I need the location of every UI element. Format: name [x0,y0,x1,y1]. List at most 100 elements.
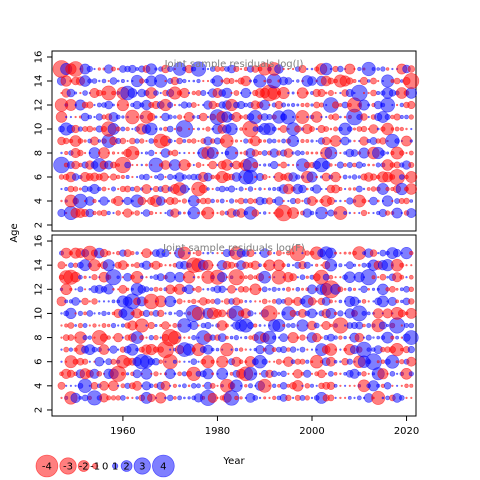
y-tick-label: 2 [34,222,45,228]
residual-bubble [406,208,417,218]
residual-bubble [79,91,82,95]
residual-bubble [115,210,121,216]
residual-bubble [177,371,182,377]
residual-bubble [390,127,395,131]
residual-bubble [261,174,268,180]
residual-bubble [117,384,120,387]
residual-bubble [197,127,201,131]
residual-bubble [315,384,318,387]
residual-bubble [92,198,97,204]
panels: Joint sample residuals log(I) 2 4 6 8 10 12 14 1… [34,50,419,437]
residual-bubble [244,299,248,303]
residual-bubble [136,163,139,167]
residual-bubble [261,305,278,322]
residual-bubble [271,126,277,132]
residual-bubble [64,151,69,156]
residual-bubble [67,322,75,329]
residual-bubble [202,259,214,271]
residual-bubble [268,300,271,303]
residual-bubble [407,101,416,110]
residual-bubble [168,331,182,345]
residual-bubble [400,211,403,215]
residual-bubble [354,332,364,343]
residual-bubble [408,274,414,280]
residual-bubble [88,384,91,387]
residual-bubble [372,163,375,167]
residual-bubble [390,335,395,340]
residual-bubble [398,395,405,401]
residual-bubble [230,91,233,95]
residual-bubble [279,382,288,390]
residual-bubble [117,187,120,191]
residual-bubble [408,322,415,329]
residual-bubble [271,138,277,144]
residual-bubble [187,299,191,304]
residual-bubble [204,321,212,329]
residual-bubble [249,348,252,351]
residual-bubble [277,127,281,131]
residual-bubble [243,138,249,144]
residual-bubble [310,67,314,71]
residual-bubble [254,175,257,179]
residual-bubble [81,358,89,365]
residual-bubble [167,114,173,120]
residual-bubble [370,77,377,85]
residual-bubble [263,211,267,215]
residual-bubble [235,127,238,131]
residual-bubble [333,359,338,364]
residual-bubble [247,274,254,281]
residual-bubble [173,299,177,304]
residual-bubble [344,187,347,191]
residual-bubble [107,151,110,155]
residual-bubble [218,185,226,193]
residual-bubble [358,211,361,215]
residual-bubble [329,323,333,328]
residual-bubble [106,395,112,401]
residual-bubble [188,151,191,155]
x-tick-label: 1980 [205,426,230,437]
residual-bubble [372,211,375,215]
residual-bubble [120,383,126,389]
residual-bubble [74,324,78,327]
residual-bubble [240,67,243,71]
residual-bubble [119,137,127,145]
residual-bubble [145,163,148,167]
residual-bubble [252,395,259,401]
residual-bubble [157,173,165,181]
residual-bubble [403,197,410,205]
residual-bubble [334,251,338,255]
residual-bubble [65,384,68,387]
y-tick-label: 8 [34,150,45,156]
residual-bubble [347,395,352,400]
residual-bubble [83,139,87,143]
residual-bubble [78,395,83,400]
residual-bubble [234,199,239,203]
residual-bubble [99,172,109,182]
residual-bubble [145,199,148,203]
residual-bubble [272,395,277,401]
residual-bubble [192,151,195,155]
residual-bubble [366,347,371,352]
residual-bubble [337,310,344,317]
residual-bubble [299,346,306,353]
residual-bubble [148,335,154,341]
residual-bubble [121,336,124,339]
residual-bubble [69,384,72,387]
residual-bubble [160,380,171,391]
residual-bubble [136,115,139,119]
residual-bubble [97,67,101,71]
residual-bubble [257,151,262,156]
residual-bubble [244,336,248,340]
residual-bubble [175,120,194,138]
residual-bubble [391,207,403,219]
residual-bubble [229,335,234,340]
residual-bubble [263,187,266,191]
residual-bubble [210,298,216,304]
residual-bubble [407,65,415,73]
legend-bubble [59,457,77,475]
y-tick-label: 10 [34,123,45,136]
residual-bubble [399,102,404,108]
residual-bubble [130,211,134,215]
residual-bubble [310,396,314,400]
residual-bubble [337,65,344,73]
